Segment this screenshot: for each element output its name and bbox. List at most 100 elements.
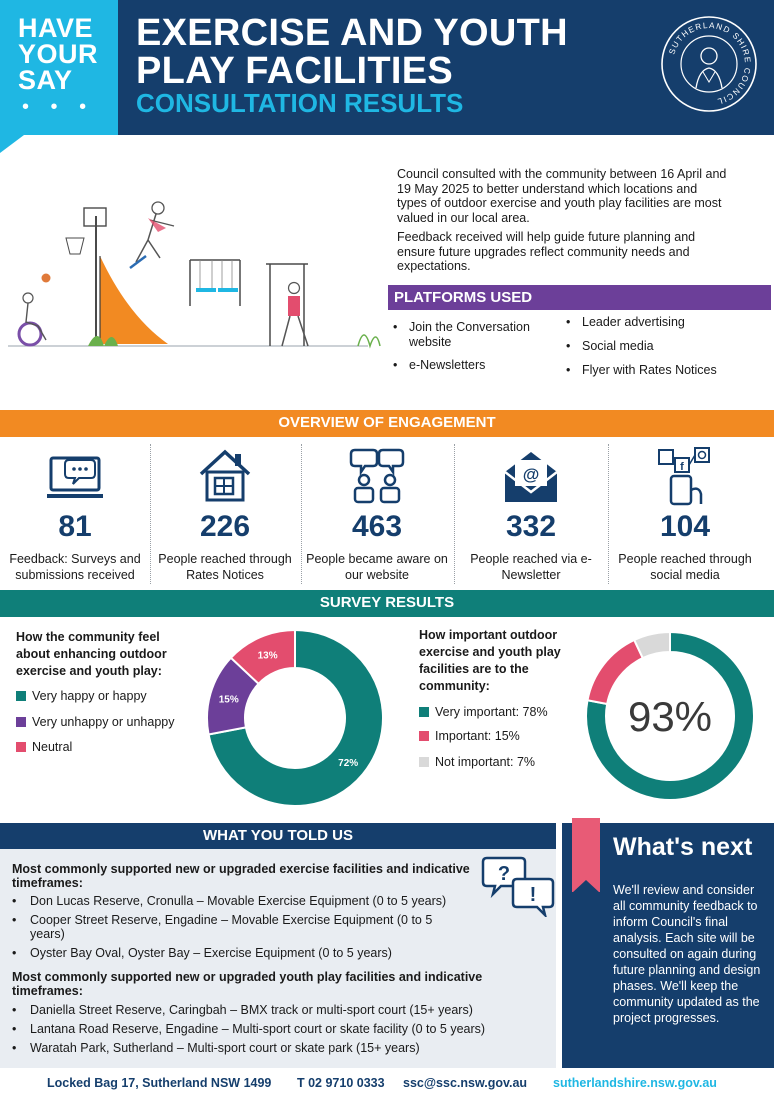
page-subtitle: CONSULTATION RESULTS	[136, 88, 464, 118]
legend-label: Very unhappy or unhappy	[32, 715, 175, 729]
overview-title: OVERVIEW OF ENGAGEMENT	[278, 414, 496, 431]
footer	[0, 1068, 774, 1101]
bookmark-ribbon-icon	[572, 818, 600, 892]
stat-value: 226	[199, 510, 251, 543]
feeling-donut-chart: 72% 15% 13%	[206, 628, 384, 807]
survey-question-1: How the community feel about enhancing o…	[16, 630, 167, 678]
platform-item: Social media	[566, 339, 752, 354]
legend-label: Important: 15%	[435, 729, 520, 743]
slice-value-label: 15%	[219, 695, 239, 706]
legend-item: Neutral	[16, 740, 72, 754]
legend-item: Very happy or happy	[16, 689, 147, 703]
legend-label: Neutral	[32, 740, 73, 754]
stat-enewsletter: @ 332 People reached via e-Newsletter	[456, 440, 606, 590]
stat-social-media: f 104 People reached through social medi…	[610, 440, 760, 590]
footer-address: Locked Bag 17, Sutherland NSW 1499	[47, 1076, 272, 1090]
stat-label: People reached via e-Newsletter	[470, 552, 592, 582]
platform-item: Join the Conversation website	[393, 320, 554, 349]
told-title: WHAT YOU TOLD US	[203, 827, 353, 844]
people-chat-icon	[349, 448, 405, 504]
donut-center-label: 93%	[628, 693, 712, 740]
header-banner	[0, 0, 774, 135]
importance-donut-chart: 93%	[585, 630, 755, 801]
legend-label: Not important: 7%	[435, 755, 536, 769]
svg-text:?: ?	[498, 863, 510, 885]
slice-value-label: 13%	[258, 651, 278, 662]
badge-line-3: SAY	[18, 65, 73, 95]
told-youth-item: Daniella Street Reserve, Caringbah – BMX…	[12, 1003, 530, 1017]
divider	[301, 444, 302, 584]
told-bar	[0, 823, 556, 849]
legend-swatch	[16, 691, 26, 701]
platform-item: e-Newsletters	[393, 358, 554, 373]
legend-swatch	[419, 707, 429, 717]
stat-label: Feedback: Surveys and submissions receiv…	[9, 552, 141, 582]
stat-feedback: 81 Feedback: Surveys and submissions rec…	[0, 440, 150, 590]
svg-text:!: !	[530, 884, 537, 906]
told-exercise-item: Cooper Street Reserve, Engadine – Movabl…	[12, 913, 470, 941]
legend-item: Very unhappy or unhappy	[16, 715, 174, 729]
badge-dots: • • •	[22, 96, 95, 118]
donut-slice	[632, 630, 671, 660]
legend-label: Very happy or happy	[32, 689, 147, 703]
donut-slice	[207, 628, 384, 807]
legend-item: Not important: 7%	[419, 755, 535, 769]
legend-swatch	[419, 731, 429, 741]
question-bubbles-icon: ? !	[481, 856, 555, 917]
legend-item: Very important: 78%	[419, 705, 548, 719]
platforms-bar	[388, 285, 771, 310]
svg-text:f: f	[680, 461, 684, 473]
survey-bar	[0, 590, 774, 617]
phone-social-icon: f	[658, 447, 710, 506]
footer-email[interactable]: ssc@ssc.nsw.gov.au	[403, 1076, 528, 1090]
svg-text:@: @	[523, 465, 540, 484]
stat-value: 463	[351, 510, 403, 543]
envelope-icon: @	[504, 452, 558, 502]
stat-label: People reached through Rates Notices	[158, 552, 292, 582]
told-exercise-item: Don Lucas Reserve, Cronulla – Movable Ex…	[12, 894, 470, 908]
whats-next-body: We'll review and consider all community …	[613, 883, 761, 1025]
divider	[150, 444, 151, 584]
told-heading-exercise: Most commonly supported new or upgraded …	[12, 862, 470, 890]
platforms-title: PLATFORMS USED	[394, 289, 533, 306]
survey-title: SURVEY RESULTS	[319, 594, 455, 611]
platform-item: Leader advertising	[566, 315, 752, 330]
page-title-line-1: EXERCISE AND YOUTH	[136, 12, 568, 54]
laptop-chat-icon	[47, 456, 103, 498]
legend-swatch	[16, 717, 26, 727]
legend-label: Very important: 78%	[435, 705, 548, 719]
divider	[608, 444, 609, 584]
whats-next-title: What's next	[613, 833, 753, 861]
survey-question-2: How important outdoor exercise and youth…	[419, 628, 561, 693]
stat-label: People became aware on our website	[306, 552, 448, 582]
have-your-say-badge: HAVE YOUR SAY • • •	[0, 0, 118, 135]
badge-line-1: HAVE	[18, 13, 94, 43]
intro-paragraph-1: Council consulted with the community bet…	[397, 167, 727, 225]
stat-value: 332	[505, 510, 557, 543]
overview-bar	[0, 410, 774, 437]
legend-swatch	[419, 757, 429, 767]
playground-illustration	[8, 201, 381, 349]
legend-swatch	[16, 742, 26, 752]
stat-value: 81	[58, 510, 92, 543]
stat-website: 463 People became aware on our website	[302, 440, 452, 590]
legend-item: Important: 15%	[419, 729, 520, 743]
told-heading-youth: Most commonly supported new or upgraded …	[12, 970, 483, 998]
told-youth-item: Waratah Park, Sutherland – Multi-sport c…	[12, 1041, 530, 1055]
told-exercise-item: Oyster Bay Oval, Oyster Bay – Exercise E…	[12, 946, 470, 960]
told-youth-item: Lantana Road Reserve, Engadine – Multi-s…	[12, 1022, 530, 1036]
intro-paragraph-2: Feedback received will help guide future…	[397, 230, 696, 273]
ribbon-notch	[572, 880, 600, 893]
stat-value: 104	[659, 510, 711, 543]
footer-website[interactable]: sutherlandshire.nsw.gov.au	[553, 1076, 717, 1090]
donut-slice	[229, 628, 296, 686]
badge-line-2: YOUR	[18, 39, 99, 69]
council-logo: SUTHERLAND SHIRE COUNCIL	[661, 16, 757, 112]
slice-value-label: 72%	[338, 758, 358, 769]
stat-label: People reached through social media	[618, 552, 752, 582]
footer-phone: T 02 9710 0333	[297, 1076, 385, 1090]
page-title-line-2: PLAY FACILITIES	[136, 50, 454, 92]
divider	[454, 444, 455, 584]
stat-rates-notices: 226 People reached through Rates Notices	[150, 440, 300, 590]
house-icon	[199, 449, 251, 502]
